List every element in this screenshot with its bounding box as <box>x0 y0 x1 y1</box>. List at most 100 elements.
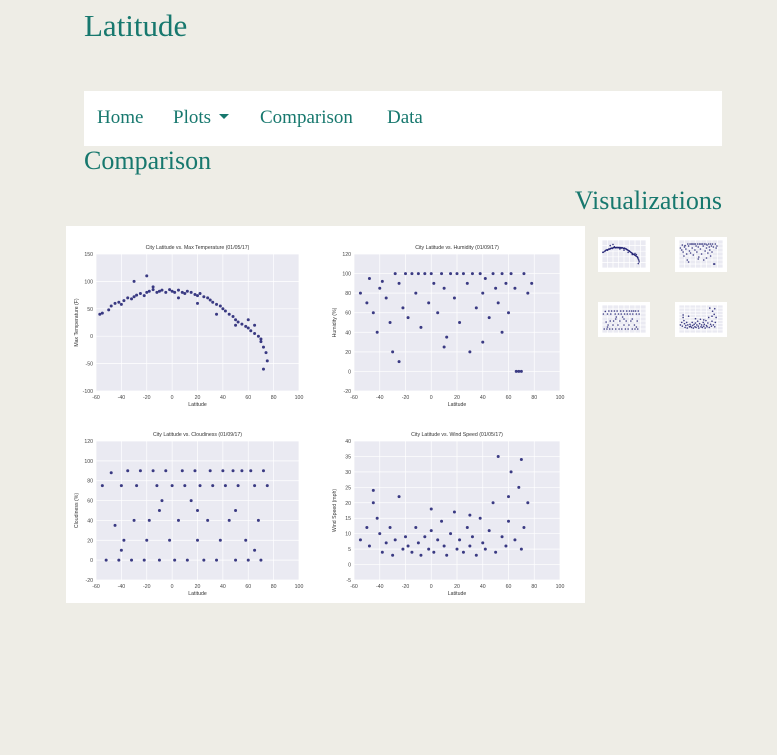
data-point-1-46 <box>509 272 513 276</box>
data-point-0-13 <box>142 294 146 298</box>
nav-home-link[interactable]: Home <box>97 107 143 129</box>
thumbnail-cloudiness[interactable] <box>598 302 650 337</box>
data-point-2-29 <box>196 538 199 542</box>
data-point-2-48 <box>256 518 260 522</box>
data-point-t2-15 <box>613 310 616 312</box>
x-tick-label-2-0: -60 <box>92 584 100 590</box>
data-point-t1-5 <box>683 246 686 248</box>
data-point-2-19 <box>164 469 168 473</box>
data-point-1-5 <box>378 286 382 290</box>
data-point-3-1 <box>365 525 369 529</box>
data-point-t1-54 <box>687 261 690 263</box>
data-point-1-39 <box>487 316 491 320</box>
y-axis-label-3: Wind Speed (mph) <box>332 489 338 533</box>
data-point-3-21 <box>429 529 433 533</box>
data-point-1-47 <box>513 286 517 290</box>
data-point-2-46 <box>249 469 253 473</box>
x-axis-label-1: Latitude <box>448 402 467 408</box>
data-point-0-54 <box>132 279 136 283</box>
data-point-3-33 <box>468 544 472 548</box>
data-point-1-29 <box>455 272 459 276</box>
data-point-t2-31 <box>624 328 627 330</box>
data-point-t2-52 <box>606 326 609 328</box>
data-point-0-33 <box>206 296 210 300</box>
data-point-0-27 <box>185 289 189 293</box>
x-tick-label-2-2: -20 <box>143 584 151 590</box>
data-point-t2-30 <box>623 313 626 315</box>
data-point-t1-56 <box>705 257 708 259</box>
data-point-0-45 <box>244 324 248 328</box>
data-point-3-6 <box>380 550 384 554</box>
thumbnail-max-temperature[interactable] <box>598 237 650 272</box>
data-point-t1-23 <box>696 251 698 253</box>
x-tick-label-2-8: 100 <box>295 584 304 590</box>
data-point-0-2 <box>107 308 111 312</box>
data-point-t1-32 <box>702 245 704 247</box>
data-point-t3-11 <box>687 315 690 317</box>
x-tick-label-3-7: 80 <box>531 584 537 590</box>
data-point-3-46 <box>509 470 513 474</box>
data-point-t0-57 <box>619 248 621 250</box>
data-point-3-11 <box>397 495 401 499</box>
y-tick-label-1-6: 100 <box>342 272 351 278</box>
data-point-1-1 <box>365 301 369 305</box>
data-point-1-8 <box>388 321 392 324</box>
data-point-1-0 <box>358 291 362 295</box>
data-point-t3-49 <box>713 325 716 328</box>
data-point-2-36 <box>218 538 222 542</box>
nav-plots-dropdown[interactable]: Plots <box>173 107 230 129</box>
data-point-t2-8 <box>608 328 611 330</box>
data-point-t2-19 <box>616 310 618 312</box>
y-tick-label-3-7: 30 <box>345 470 351 476</box>
data-point-2-26 <box>185 558 189 562</box>
data-point-t2-32 <box>625 320 627 322</box>
y-tick-label-0-5: 150 <box>84 252 93 258</box>
data-point-2-14 <box>147 518 151 522</box>
data-point-t3-25 <box>697 325 700 327</box>
thumbnail-wind-speed[interactable] <box>675 302 727 337</box>
y-tick-label-2-4: 60 <box>87 499 93 505</box>
data-point-t3-47 <box>712 324 715 326</box>
data-point-1-30 <box>458 321 462 324</box>
site-title[interactable]: Latitude <box>84 8 188 43</box>
x-tick-label-1-5: 40 <box>480 395 486 401</box>
data-point-2-8 <box>130 558 134 562</box>
data-point-2-33 <box>208 469 212 473</box>
data-point-1-35 <box>474 306 478 310</box>
data-point-2-28 <box>193 469 197 473</box>
data-point-3-38 <box>483 547 487 551</box>
data-point-1-48 <box>514 369 518 373</box>
data-point-t1-34 <box>703 243 706 245</box>
data-point-t1-6 <box>684 244 686 247</box>
data-point-t2-56 <box>635 326 638 328</box>
comparison-figure: -60 -40 -20 0 20 40 60 80 100 -100 -50 0 50 100 150 Cit… <box>66 226 585 603</box>
data-point-1-56 <box>481 340 485 344</box>
data-point-3-55 <box>507 495 510 499</box>
y-tick-label-0-2: 0 <box>90 334 93 340</box>
data-point-t3-27 <box>698 322 701 325</box>
data-point-1-21 <box>429 272 433 276</box>
data-point-1-9 <box>391 350 395 354</box>
data-point-t2-42 <box>632 313 634 315</box>
data-point-2-24 <box>180 469 184 473</box>
data-point-t2-55 <box>631 318 634 320</box>
data-point-2-10 <box>135 484 139 488</box>
data-point-t1-26 <box>698 256 700 258</box>
nav-comparison-link[interactable]: Comparison <box>260 107 353 129</box>
data-point-1-13 <box>404 272 407 276</box>
data-point-3-27 <box>449 532 453 536</box>
data-point-t3-50 <box>714 321 717 324</box>
data-point-2-20 <box>168 538 172 542</box>
data-point-t0-64 <box>637 262 640 265</box>
data-point-t3-54 <box>702 319 705 321</box>
thumbnail-humidity[interactable] <box>675 237 727 272</box>
data-point-0-39 <box>223 309 227 313</box>
data-point-t3-0 <box>679 324 682 326</box>
data-point-t3-10 <box>687 324 689 326</box>
nav-data-link[interactable]: Data <box>387 107 423 129</box>
data-point-t3-26 <box>698 327 700 329</box>
data-point-1-40 <box>491 272 495 276</box>
data-point-t1-7 <box>685 248 687 250</box>
data-point-1-42 <box>496 301 500 305</box>
data-point-3-28 <box>452 510 456 514</box>
